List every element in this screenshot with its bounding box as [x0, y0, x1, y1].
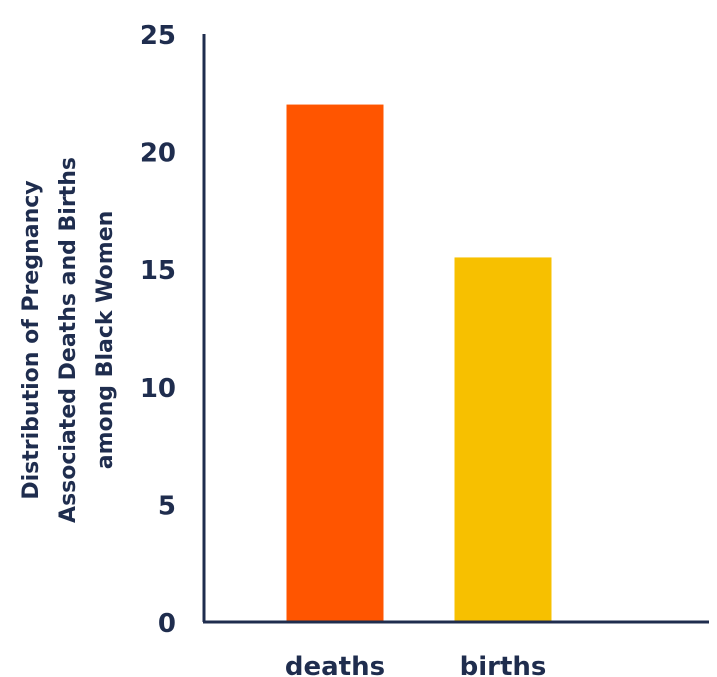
x-category-label-deaths: deaths — [285, 652, 385, 677]
y-axis-title-line-2: Associated Deaths and Births — [56, 157, 81, 523]
y-axis-title: Distribution of Pregnancy Associated Dea… — [19, 157, 118, 523]
bar-births — [454, 257, 552, 622]
bars — [286, 104, 552, 622]
y-tick-label: 0 — [158, 609, 176, 639]
y-axis-title-line-1: Distribution of Pregnancy — [19, 180, 44, 499]
y-tick-label: 10 — [140, 374, 176, 404]
bar-deaths — [286, 104, 384, 622]
y-tick-label: 25 — [140, 21, 176, 51]
y-axis-title-line-3: among Black Women — [93, 211, 118, 470]
x-category-label-births: births — [460, 652, 547, 677]
x-axis-labels: deaths births — [285, 652, 546, 677]
y-tick-label: 15 — [140, 256, 176, 286]
y-tick-label: 5 — [158, 491, 176, 521]
y-axis-ticks: 0 5 10 15 20 25 — [140, 21, 176, 639]
y-tick-label: 20 — [140, 139, 176, 169]
